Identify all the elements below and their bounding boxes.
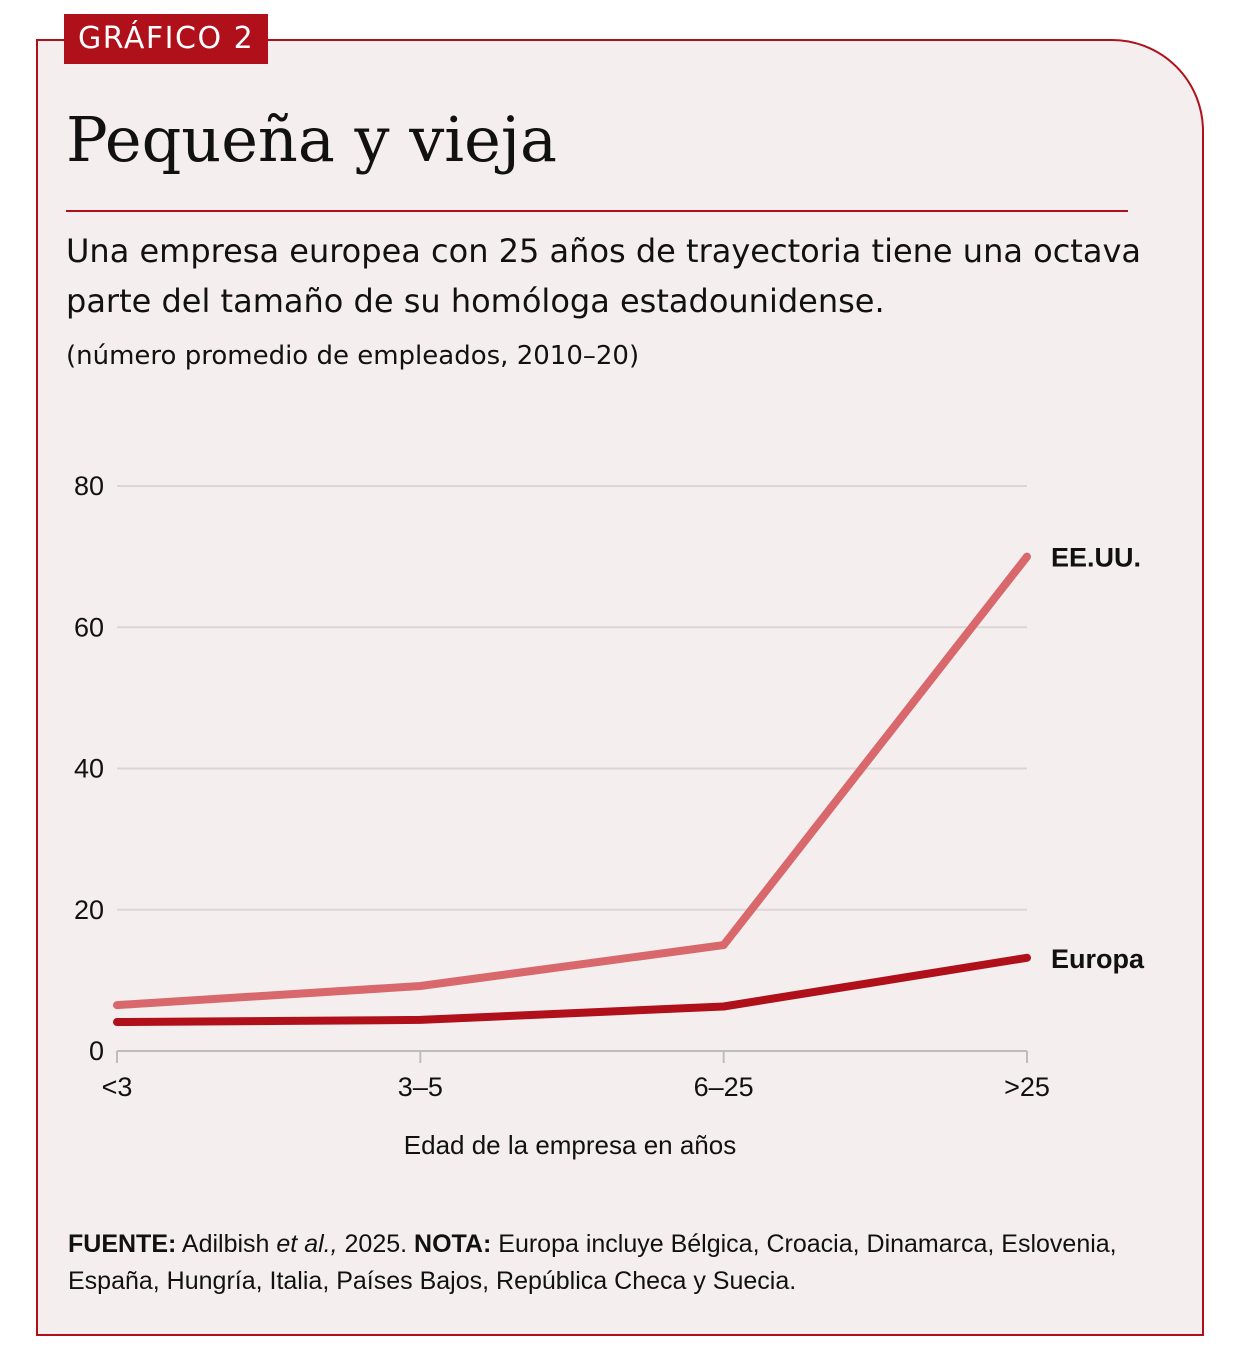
x-tick-label: >25 [1004,1072,1050,1102]
series-labels: EE.UU. Europa [1051,543,1145,974]
x-tick-label: 6–25 [694,1072,754,1102]
source-note: FUENTE: Adilbish et al., 2025. NOTA: Eur… [68,1226,1178,1300]
unit-note: (número promedio de empleados, 2010–20) [66,341,640,371]
chart-title: Pequeña y vieja [66,103,558,176]
source-label: FUENTE: [68,1230,177,1258]
series-lines [113,552,1031,1027]
y-tick-label: 20 [74,895,104,925]
source-italic: et al., [276,1230,338,1258]
title-rule [66,210,1128,212]
series-label-europe: Europa [1051,944,1145,974]
y-tick-label: 80 [74,471,104,501]
x-tick-label: 3–5 [398,1072,443,1102]
source-year: 2025. [337,1230,415,1258]
chart-frame [36,39,1204,1336]
y-tick-label: 60 [74,612,104,642]
x-axis: <3 3–5 6–25 >25 [102,1050,1050,1102]
source-text: Adilbish [181,1230,277,1258]
gridlines [117,485,1027,911]
figure-tag: GRÁFICO 2 [64,14,269,64]
chart-subtitle: Una empresa europea con 25 años de traye… [66,232,1141,320]
series-line-europe [113,953,1031,1027]
y-tick-label: 40 [74,754,104,784]
y-axis-ticks: 0 20 40 60 80 [74,471,104,1066]
series-line-us [113,552,1031,1010]
x-axis-title: Edad de la empresa en años [404,1130,736,1160]
series-label-us: EE.UU. [1051,543,1141,573]
note-label: NOTA: [414,1230,492,1258]
y-tick-label: 0 [89,1036,104,1066]
note-text: Europa incluye Bélgica, Croacia, Dinamar… [68,1230,1117,1295]
x-tick-label: <3 [102,1072,133,1102]
